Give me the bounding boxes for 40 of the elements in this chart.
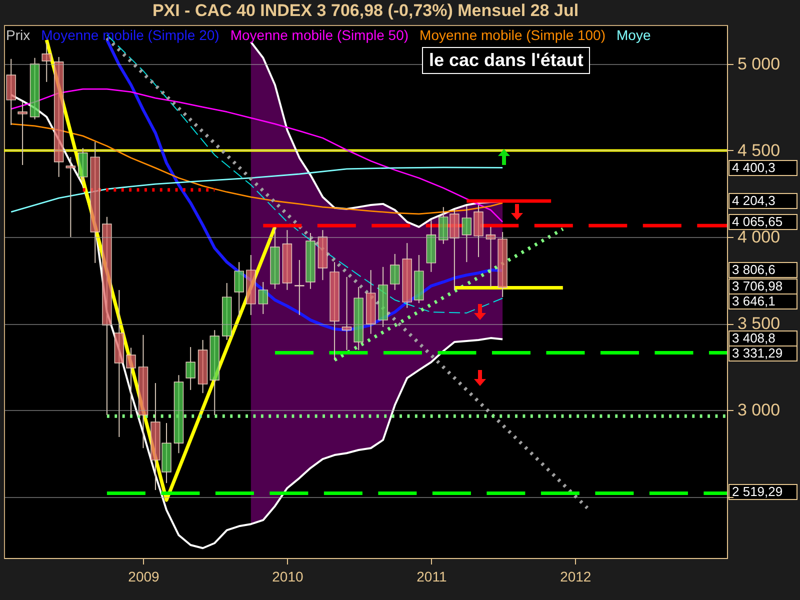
text: 4 400,3 bbox=[732, 160, 776, 175]
text: 3 806,6 bbox=[732, 262, 776, 277]
candlestick bbox=[294, 260, 304, 316]
text: 4 065,65 bbox=[732, 214, 783, 229]
y-tick-label: 4 500 bbox=[738, 140, 780, 160]
candlestick bbox=[126, 347, 136, 416]
text: 3 646,1 bbox=[732, 294, 776, 308]
x-tick-label: 2009 bbox=[128, 568, 160, 584]
text: 2 519,29 bbox=[732, 484, 783, 499]
y-tick-label: 3 500 bbox=[738, 314, 780, 334]
y-tick-label: 4 000 bbox=[738, 227, 780, 246]
candlestick bbox=[42, 42, 52, 82]
line-series bbox=[10, 166, 504, 213]
candlestick bbox=[186, 346, 196, 390]
y-tick-label: 5 000 bbox=[738, 54, 780, 74]
y-tick-label: 3 000 bbox=[738, 400, 780, 420]
line-series bbox=[10, 123, 504, 215]
x-tick-label: 2012 bbox=[560, 568, 592, 584]
candlestick bbox=[234, 262, 244, 318]
candlestick bbox=[462, 206, 472, 263]
series-label: Moyenne mobile (Simple 20) bbox=[41, 27, 220, 43]
candlestick bbox=[390, 253, 400, 290]
candlestick bbox=[342, 276, 352, 350]
x-tick-label: 2010 bbox=[272, 568, 304, 584]
text: Moyenne mobile (Simple 50) bbox=[230, 27, 409, 43]
chart-title: PXI - CAC 40 INDEX 3 706,98 (-0,73%) Mensuel 28 Jul bbox=[152, 1, 579, 20]
text: Moye bbox=[616, 27, 651, 43]
text: 3 331,29 bbox=[732, 346, 783, 361]
text: 4 204,3 bbox=[732, 193, 776, 208]
candlestick bbox=[66, 156, 76, 238]
text: Moyenne mobile (Simple 100) bbox=[420, 27, 606, 43]
candlestick bbox=[486, 226, 496, 288]
x-tick-label: 2011 bbox=[416, 568, 447, 584]
text: 3 408,8 bbox=[732, 330, 776, 346]
annotation: le cac dans l'étaut bbox=[422, 47, 590, 74]
candlestick bbox=[258, 281, 268, 314]
text: 3 706,98 bbox=[732, 278, 783, 294]
line-series bbox=[10, 88, 504, 223]
candlestick bbox=[18, 102, 28, 166]
series-label: Prix bbox=[6, 27, 30, 43]
